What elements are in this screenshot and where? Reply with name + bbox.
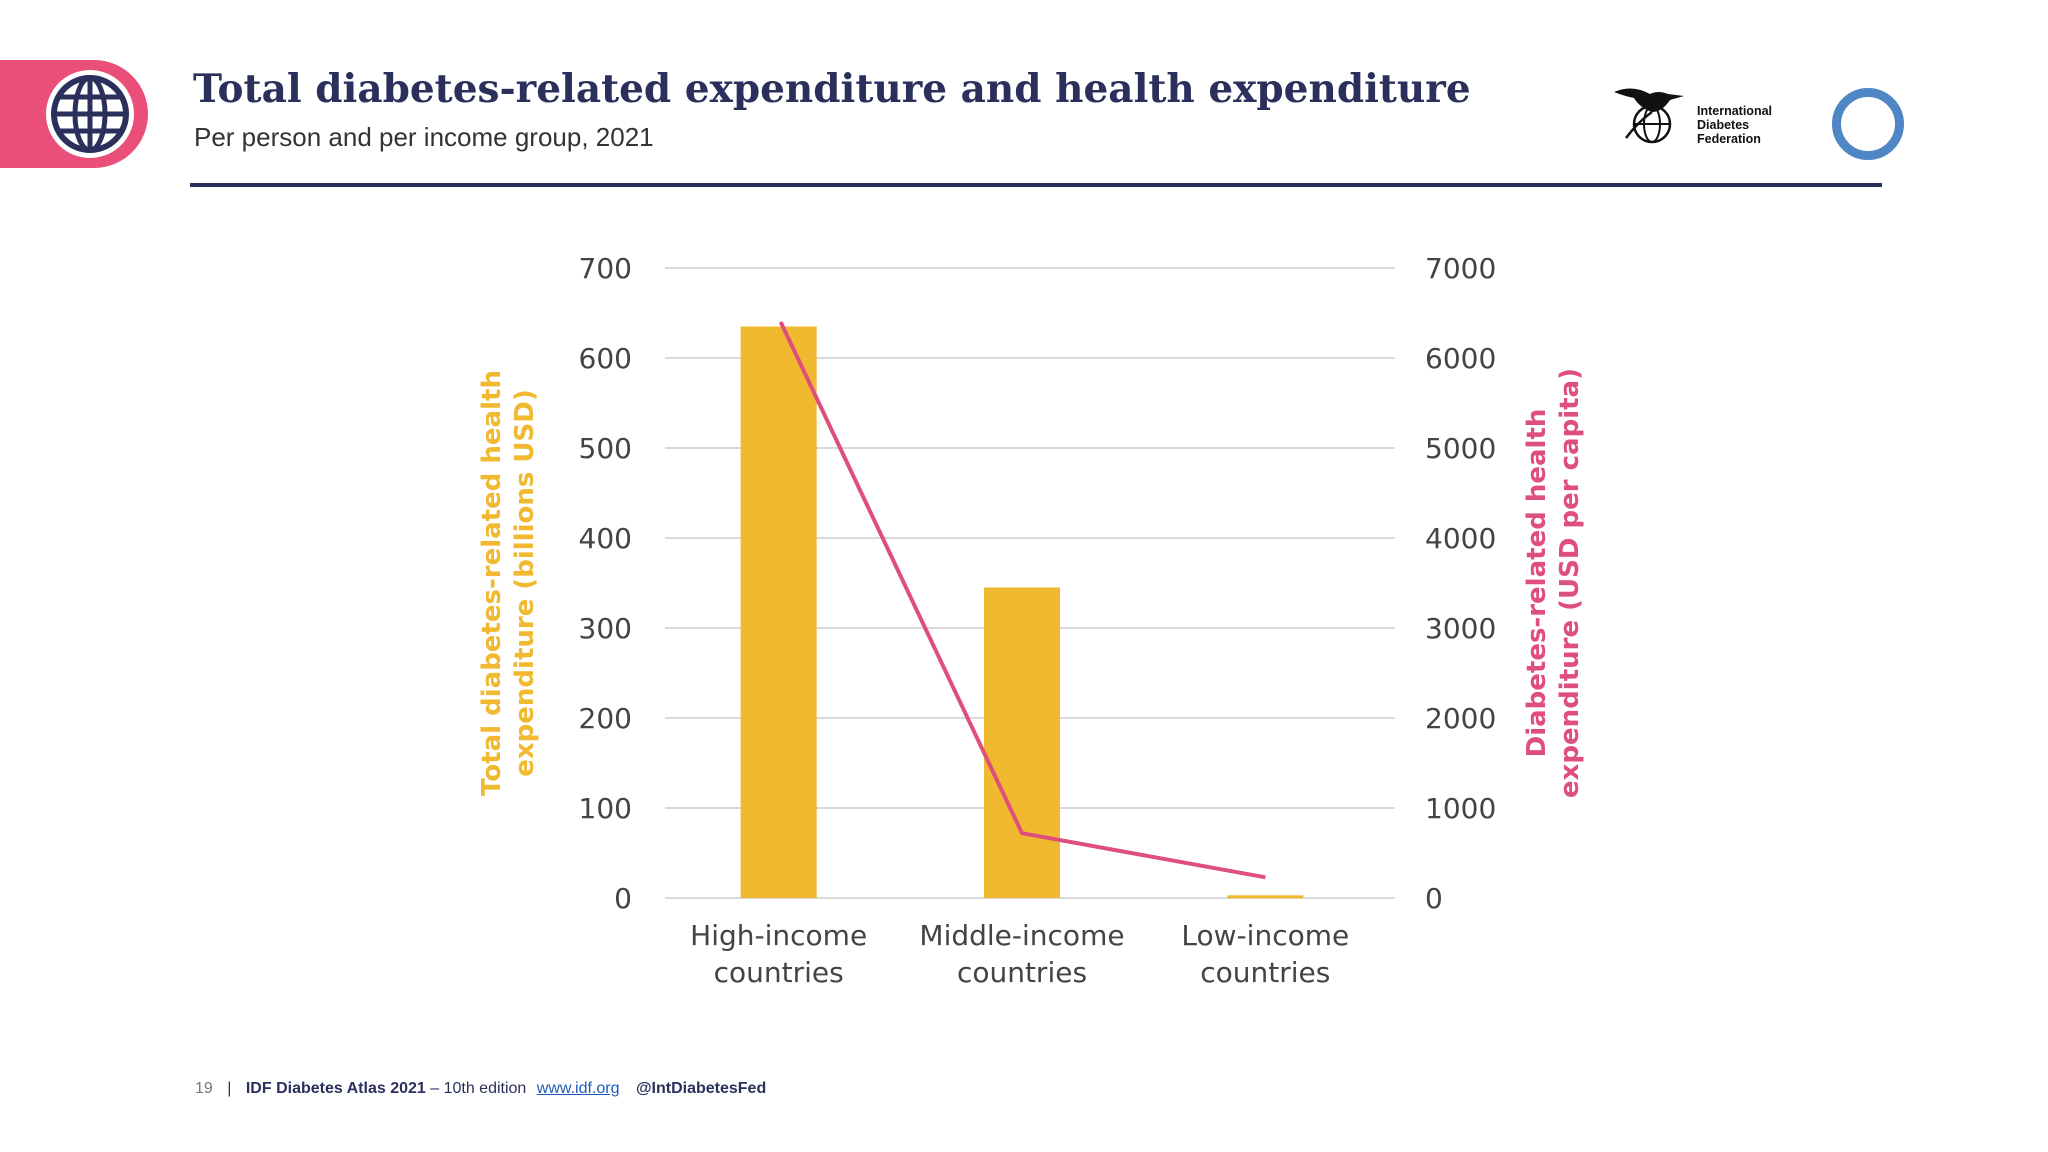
- page-number: 19: [195, 1080, 213, 1097]
- bar: [984, 587, 1060, 898]
- globe-icon: [46, 70, 134, 158]
- page-title: Total diabetes-related expenditure and h…: [193, 66, 1471, 112]
- left-tick-label: 600: [579, 342, 632, 375]
- category-label: High-income countries: [690, 919, 867, 989]
- footer-separator: |: [227, 1080, 232, 1097]
- right-axis-title: Diabetes-related health expenditure (USD …: [1522, 368, 1585, 798]
- idf-wordmark-line: Diabetes: [1697, 118, 1750, 132]
- right-axis-title-line: Diabetes-related health: [1522, 409, 1552, 758]
- left-tick-label: 500: [579, 432, 632, 465]
- globe-badge: [0, 60, 148, 168]
- right-tick-label: 1000: [1425, 792, 1496, 825]
- right-tick-label: 6000: [1425, 342, 1496, 375]
- category-label-line: countries: [1200, 956, 1330, 989]
- right-tick-label: 0: [1425, 882, 1443, 915]
- idf-website-link[interactable]: www.idf.org: [536, 1080, 620, 1097]
- right-tick-label: 2000: [1425, 702, 1496, 735]
- left-tick-label: 100: [579, 792, 632, 825]
- footer: 19 | IDF Diabetes Atlas 2021 – 10th edit…: [195, 1080, 766, 1098]
- category-label-line: countries: [714, 956, 844, 989]
- left-axis-title: Total diabetes-related health expenditure…: [477, 370, 540, 796]
- right-tick-label: 3000: [1425, 612, 1496, 645]
- left-tick-label: 300: [579, 612, 632, 645]
- left-tick-label: 400: [579, 522, 632, 555]
- category-label-line: High-income: [690, 919, 867, 952]
- bar: [740, 326, 817, 898]
- category-label: Low-income countries: [1181, 919, 1349, 989]
- twitter-handle: @IntDiabetesFed: [635, 1080, 767, 1097]
- atlas-edition: – 10th edition: [430, 1080, 527, 1097]
- idf-wordmark: International Diabetes Federation: [1697, 104, 1772, 146]
- left-tick-label: 0: [614, 882, 632, 915]
- left-tick-label: 700: [579, 252, 632, 285]
- category-label-line: Low-income: [1181, 919, 1349, 952]
- idf-logo: International Diabetes Federation: [1612, 80, 1792, 150]
- category-label-line: countries: [957, 956, 1087, 989]
- right-tick-label: 4000: [1425, 522, 1496, 555]
- right-tick-label: 7000: [1425, 252, 1496, 285]
- blue-circle-icon: [1832, 88, 1904, 160]
- left-axis-title-line: Total diabetes-related health: [477, 370, 507, 796]
- header-divider: [190, 183, 1882, 187]
- right-tick-label: 5000: [1425, 432, 1496, 465]
- hummingbird-icon: [1614, 88, 1684, 144]
- left-tick-label: 200: [579, 702, 632, 735]
- bar: [1227, 895, 1304, 899]
- idf-wordmark-line: International: [1697, 104, 1773, 118]
- atlas-name: IDF Diabetes Atlas 2021: [245, 1080, 426, 1097]
- idf-wordmark-line: Federation: [1697, 132, 1761, 146]
- category-label: Middle-income countries: [919, 919, 1124, 989]
- page-subtitle: Per person and per income group, 2021: [194, 122, 654, 152]
- expenditure-chart: 0100200300400500600700010002000300040005…: [477, 252, 1585, 989]
- left-axis-title-line: expenditure (billions USD): [510, 389, 540, 776]
- series-line: [778, 321, 1266, 880]
- category-label-line: Middle-income: [919, 919, 1124, 952]
- right-axis-title-line: expenditure (USD per capita): [1555, 368, 1585, 798]
